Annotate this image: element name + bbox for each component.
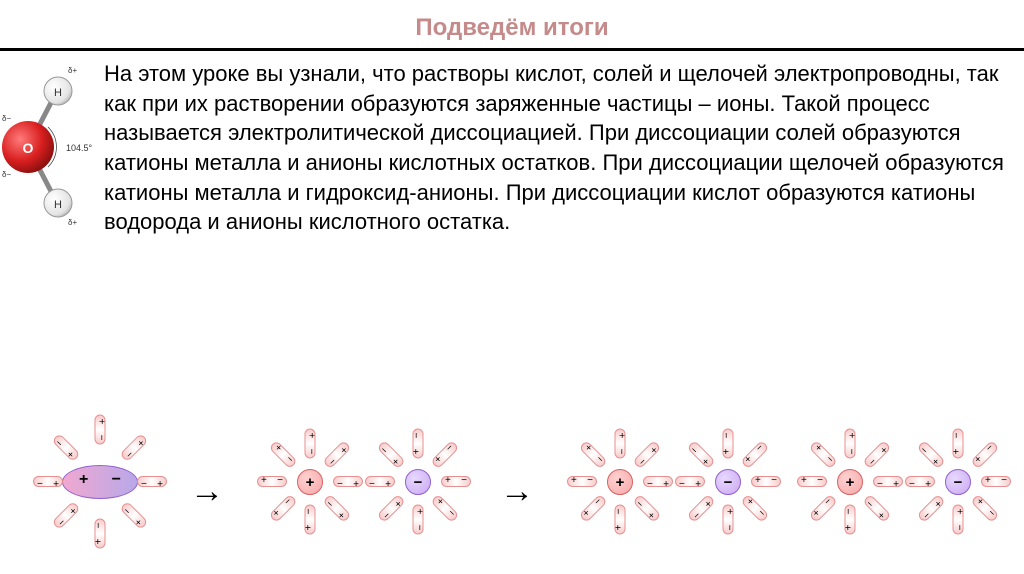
water-dipole-icon	[95, 415, 106, 445]
water-dipole-icon	[723, 505, 734, 535]
water-dipole-icon	[970, 440, 999, 469]
water-dipole-icon	[413, 505, 424, 535]
anion-icon: −	[405, 469, 431, 495]
water-dipole-icon	[377, 494, 406, 523]
ion-pair-icon: +−	[62, 465, 138, 499]
hydrogen-label: H	[54, 199, 62, 211]
cation-icon: +	[837, 469, 863, 495]
ion-cluster: −	[668, 412, 788, 552]
cation-icon: +	[297, 469, 323, 495]
water-dipole-icon	[905, 476, 935, 487]
water-dipole-icon	[322, 494, 351, 523]
water-dipole-icon	[33, 476, 63, 487]
water-dipole-icon	[981, 476, 1011, 487]
water-dipole-icon	[305, 505, 316, 535]
water-dipole-icon	[322, 440, 351, 469]
water-dipole-icon	[413, 429, 424, 459]
delta-minus-label: δ−	[2, 170, 11, 179]
water-dipole-icon	[95, 519, 106, 549]
water-dipole-icon	[441, 476, 471, 487]
water-dipole-icon	[257, 476, 287, 487]
water-dipole-icon	[687, 494, 716, 523]
content-wrap: O H H δ+ δ− δ− δ+ 104.5° На этом уроке в…	[0, 51, 1024, 250]
hydrogen-label: H	[54, 87, 62, 99]
delta-plus-label: δ+	[68, 218, 77, 227]
water-dipole-icon	[52, 501, 81, 530]
water-dipole-icon	[269, 440, 298, 469]
water-dipole-icon	[137, 476, 167, 487]
water-dipole-icon	[119, 433, 148, 462]
water-dipole-icon	[862, 440, 891, 469]
water-dipole-icon	[953, 505, 964, 535]
water-dipole-icon	[305, 429, 316, 459]
ion-cluster: +	[790, 412, 910, 552]
water-dipole-icon	[740, 440, 769, 469]
water-dipole-icon	[845, 429, 856, 459]
angle-label: 104.5°	[66, 143, 93, 153]
water-dipole-icon	[845, 505, 856, 535]
dissociation-diagram: +−+−+−+−→→	[0, 412, 1024, 562]
delta-minus-label: δ−	[2, 114, 11, 123]
ion-cluster: +	[250, 412, 370, 552]
water-dipole-icon	[365, 476, 395, 487]
arrow-icon: →	[190, 472, 224, 511]
water-dipole-icon	[809, 440, 838, 469]
water-dipole-icon	[809, 494, 838, 523]
water-dipole-icon	[430, 494, 459, 523]
water-dipole-icon	[632, 494, 661, 523]
ion-cluster: +	[560, 412, 680, 552]
water-molecule-icon: O H H δ+ δ− δ− δ+ 104.5°	[0, 59, 100, 250]
water-dipole-icon	[52, 433, 81, 462]
anion-icon: −	[945, 469, 971, 495]
water-dipole-icon	[740, 494, 769, 523]
oxygen-label: O	[23, 140, 34, 156]
water-dipole-icon	[675, 476, 705, 487]
water-dipole-icon	[615, 429, 626, 459]
water-dipole-icon	[953, 429, 964, 459]
water-dipole-icon	[723, 429, 734, 459]
water-dipole-icon	[751, 476, 781, 487]
water-dipole-icon	[269, 494, 298, 523]
water-dipole-icon	[579, 494, 608, 523]
water-dipole-icon	[917, 494, 946, 523]
cation-icon: +	[607, 469, 633, 495]
page-title: Подведём итоги	[0, 0, 1024, 48]
water-dipole-icon	[862, 494, 891, 523]
water-dipole-icon	[579, 440, 608, 469]
water-dipole-icon	[119, 501, 148, 530]
water-dipole-icon	[377, 440, 406, 469]
water-dipole-icon	[615, 505, 626, 535]
water-dipole-icon	[797, 476, 827, 487]
ion-cluster: +−	[40, 412, 160, 552]
water-dipole-icon	[567, 476, 597, 487]
arrow-icon: →	[500, 472, 534, 511]
delta-plus-label: δ+	[68, 66, 77, 75]
ion-cluster: −	[358, 412, 478, 552]
water-dipole-icon	[632, 440, 661, 469]
ion-cluster: −	[898, 412, 1018, 552]
water-dipole-icon	[687, 440, 716, 469]
water-dipole-icon	[970, 494, 999, 523]
water-dipole-icon	[430, 440, 459, 469]
anion-icon: −	[715, 469, 741, 495]
body-text: На этом уроке вы узнали, что растворы ки…	[100, 59, 1004, 250]
water-dipole-icon	[917, 440, 946, 469]
